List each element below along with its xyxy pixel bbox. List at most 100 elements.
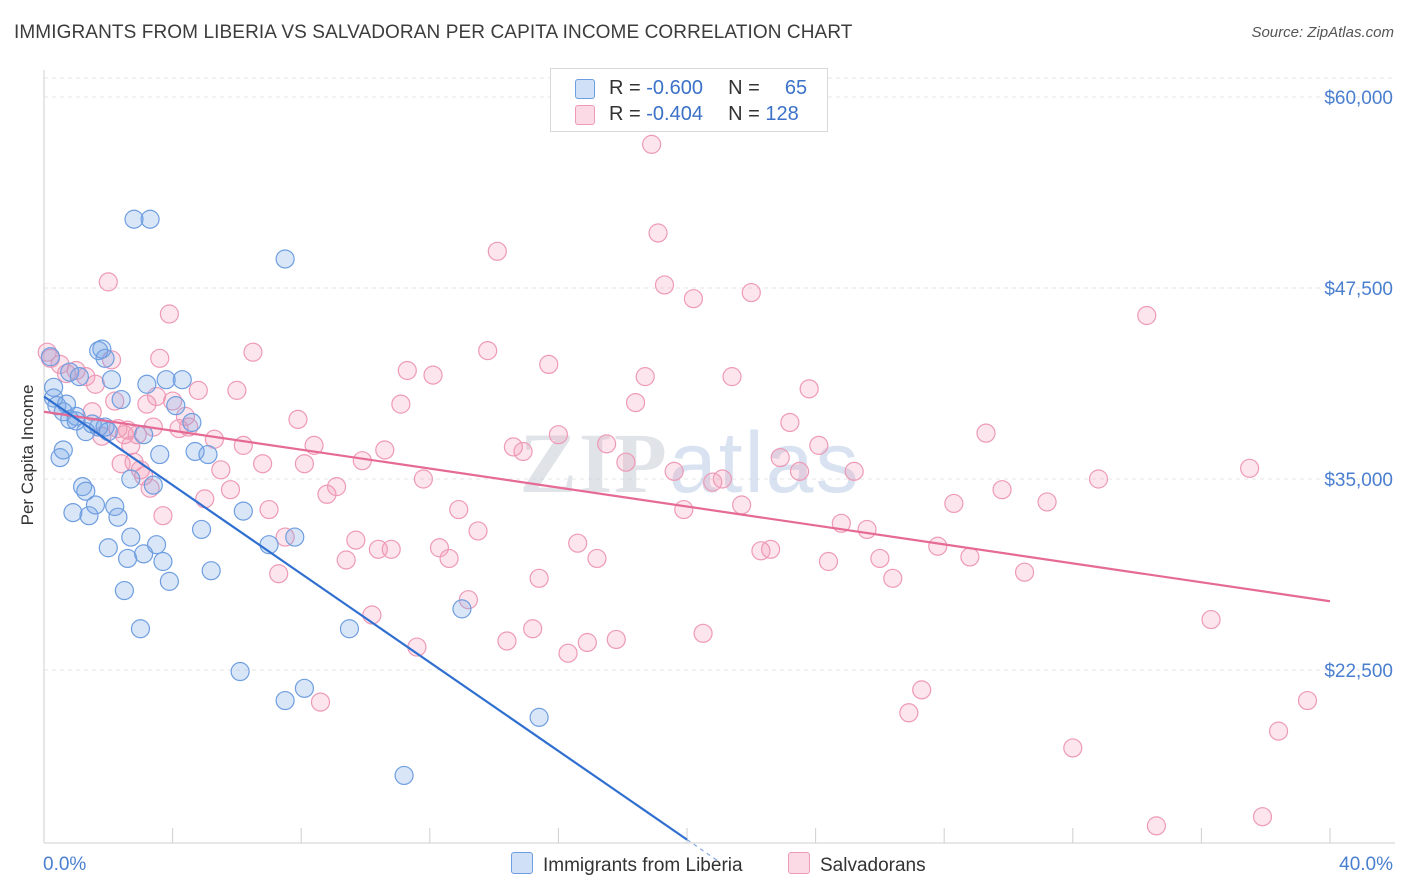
salvadorans-point (288, 409, 308, 430)
salvadorans-point (294, 454, 315, 474)
salvadorans-point (548, 425, 569, 445)
salvadorans-point (712, 469, 732, 489)
salvadorans-point (391, 394, 411, 414)
legend-n-value: 65 (784, 77, 808, 99)
salvadorans-point (992, 480, 1012, 500)
liberia-point (146, 535, 167, 555)
legend-r-value: -0.600 (646, 77, 703, 99)
salvadorans-point (529, 568, 549, 588)
salvadorans-point (478, 341, 498, 361)
salvadorans-point (220, 480, 241, 500)
salvadorans-point (449, 499, 469, 520)
salvadorans-point (642, 134, 662, 154)
salvadorans-point (789, 461, 810, 481)
y-tick-label: $47,500 (1324, 279, 1393, 300)
liberia-point (294, 678, 315, 698)
salvadorans-point (227, 380, 247, 400)
watermark: ZIPatlas (519, 415, 860, 511)
salvadorans-point (439, 548, 459, 569)
liberia-point (198, 444, 218, 465)
liberia-point (182, 412, 202, 433)
salvadorans-point (1088, 469, 1109, 489)
liberia-point (166, 396, 186, 416)
salvadorans-point (153, 506, 173, 526)
liberia-point (529, 707, 549, 727)
liberia-point (95, 348, 115, 368)
legend-n-label: N = (728, 77, 760, 99)
salvadorans-point (326, 477, 347, 497)
y-tick-label: $60,000 (1324, 88, 1393, 109)
liberia-point (153, 551, 173, 572)
liberia-point (143, 475, 163, 495)
liberia-point (159, 571, 179, 591)
liberia-point (275, 690, 295, 711)
liberia-point (44, 377, 64, 397)
salvadorans-point (780, 412, 800, 433)
salvadorans-point (976, 423, 996, 443)
salvadorans-point (269, 564, 289, 584)
salvadorans-point (150, 348, 170, 368)
salvadorans-point (751, 541, 771, 561)
liberia-points (40, 209, 549, 786)
bottom-legend-label: Salvadorans (820, 855, 926, 876)
salvadorans-point (468, 521, 488, 541)
salvadorans-point (928, 536, 948, 556)
salvadorans-point (558, 643, 578, 663)
salvadorans-point (635, 367, 655, 387)
salvadorans-point (899, 703, 919, 723)
liberia-point (156, 370, 176, 390)
salvadorans-point (625, 393, 646, 413)
liberia-point (60, 362, 80, 382)
salvadorans-point (233, 435, 253, 455)
legend-n-value: 128 (765, 103, 799, 125)
watermark-zip: ZIP (519, 415, 668, 511)
salvadorans-point (844, 461, 864, 481)
salvadorans-point (211, 460, 231, 480)
salvadorans-point (413, 469, 433, 489)
salvadorans-point (429, 538, 450, 558)
liberia-point (63, 503, 83, 523)
liberia-point (124, 209, 144, 229)
salvadorans-point (683, 289, 704, 309)
salvadorans-point (616, 452, 636, 472)
salvadorans-point (818, 551, 839, 572)
axes (43, 70, 1395, 844)
liberia-point (285, 527, 305, 547)
liberia-point (121, 527, 141, 547)
salvadorans-point (397, 360, 417, 381)
liberia-point (98, 422, 118, 442)
liberia-point (137, 374, 157, 394)
salvadorans-point (1201, 609, 1221, 630)
salvadorans-point (105, 391, 125, 411)
y-tick-label: $22,500 (1324, 661, 1393, 682)
salvadorans-point (912, 680, 932, 700)
liberia-point (79, 506, 99, 526)
x-tick-label-min: 0.0% (43, 854, 86, 875)
liberia-point (150, 444, 170, 465)
salvadorans-point (497, 631, 517, 651)
salvadorans-point (1137, 305, 1157, 326)
salvadorans-trend-line (43, 410, 1331, 603)
salvadorans-point (693, 623, 713, 643)
y-axis-label: Per Capita Income (18, 385, 37, 526)
chart-title: IMMIGRANTS FROM LIBERIA VS SALVADORAN PE… (14, 22, 853, 43)
salvadorans-point (799, 379, 819, 399)
liberia-point (114, 580, 134, 601)
salvadorans-point (760, 539, 781, 559)
liberia-point (111, 389, 131, 410)
liberia-point (191, 519, 212, 540)
salvadorans-point (487, 241, 507, 261)
salvadorans-point (1063, 738, 1083, 758)
salvadorans-point (523, 619, 543, 639)
y-tick-label: $35,000 (1324, 470, 1393, 491)
salvadorans-point (1146, 816, 1166, 836)
salvadorans-point (664, 461, 684, 481)
liberia-point (101, 370, 122, 390)
salvadorans-point (674, 499, 694, 520)
salvadorans-point (275, 527, 295, 547)
salvadorans-point (310, 692, 331, 712)
y-tick-labels: $22,500 $35,000 $47,500 $60,000 (1324, 88, 1393, 682)
salvadorans-point (513, 441, 533, 462)
liberia-trend-line (43, 395, 688, 841)
salvadorans-point (188, 380, 208, 400)
